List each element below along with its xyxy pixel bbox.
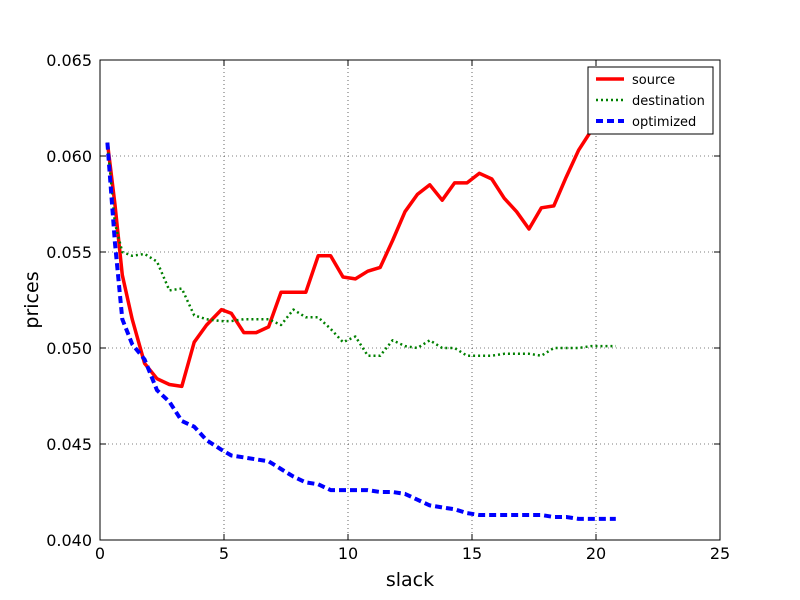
plot-frame	[99, 59, 721, 541]
series-layer	[105, 130, 616, 521]
y-tick-label: 0.065	[46, 51, 92, 70]
grid	[100, 60, 720, 540]
legend: source destination optimized	[587, 66, 714, 135]
x-axis-title: slack	[386, 569, 434, 591]
y-axis-title: prices	[21, 271, 43, 328]
x-tick-label: 5	[219, 544, 229, 563]
series-line-optimized	[105, 142, 616, 521]
x-tick-label: 25	[710, 544, 730, 563]
x-tick-label: 15	[462, 544, 482, 563]
x-tick-label: 0	[95, 544, 105, 563]
legend-label-destination: destination	[632, 94, 705, 109]
y-tick-label: 0.040	[46, 531, 92, 550]
y-tick-label: 0.055	[46, 243, 92, 262]
legend-label-optimized: optimized	[632, 115, 696, 130]
ticks: 0 5 10 15 20 25 0.040 0.045 0.050 0.055 0.060 0.065	[46, 51, 730, 563]
series-line-source	[105, 130, 593, 389]
x-tick-label: 10	[338, 544, 358, 563]
y-tick-label: 0.060	[46, 147, 92, 166]
y-tick-label: 0.050	[46, 339, 92, 358]
x-tick-label: 20	[586, 544, 606, 563]
series-line-destination	[106, 142, 616, 357]
legend-label-source: source	[632, 73, 675, 88]
y-tick-label: 0.045	[46, 435, 92, 454]
